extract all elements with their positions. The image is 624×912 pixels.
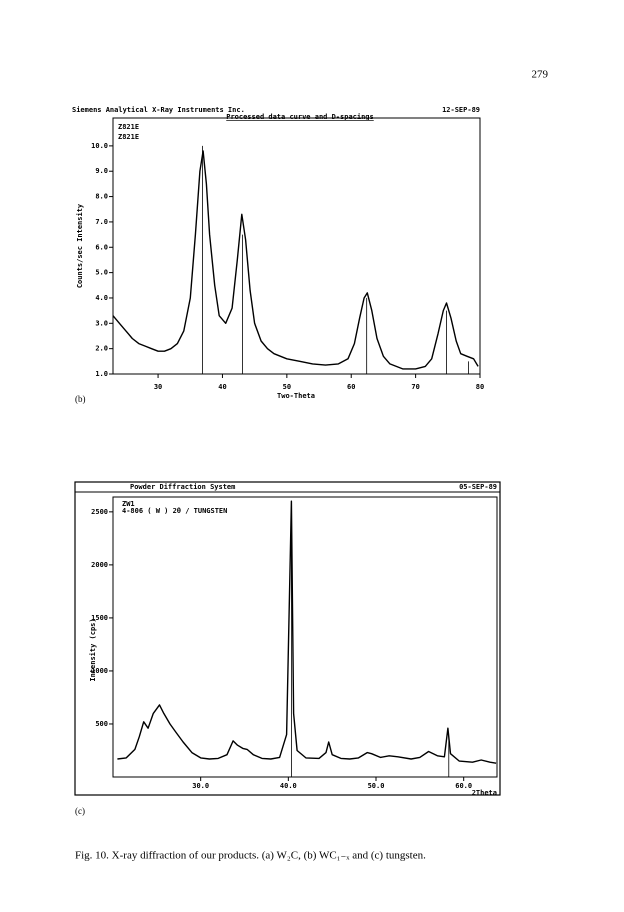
x-tick-label: 60 bbox=[347, 383, 355, 391]
x-tick-label: 40.0 bbox=[280, 782, 297, 790]
x-tick-label: 40 bbox=[218, 383, 226, 391]
legend-entry: Z821E bbox=[118, 123, 139, 131]
chart-date: 05-SEP-89 bbox=[459, 483, 497, 491]
legend-entry: Z821E bbox=[118, 133, 139, 141]
y-tick-label: 10.0 bbox=[91, 142, 108, 150]
data-curve bbox=[117, 500, 497, 764]
x-tick-label: 80 bbox=[476, 383, 484, 391]
chart-c-frame bbox=[74, 481, 501, 796]
x-tick-label: 50.0 bbox=[368, 782, 385, 790]
y-tick-label: 1500 bbox=[91, 614, 108, 622]
data-curve bbox=[112, 150, 479, 370]
chart-subtitle: Processed data curve and D-spacings bbox=[226, 113, 374, 121]
chart-date: 12-SEP-89 bbox=[442, 106, 480, 114]
y-tick-label: 4.0 bbox=[95, 294, 108, 302]
y-tick-label: 1000 bbox=[91, 667, 108, 675]
x-tick-label: 50 bbox=[283, 383, 291, 391]
x-tick-label: 60.0 bbox=[455, 782, 472, 790]
y-tick-label: 2000 bbox=[91, 561, 108, 569]
y-tick-label: 8.0 bbox=[95, 193, 108, 201]
x-axis-label: 2Theta bbox=[472, 789, 497, 797]
panel-label: (b) bbox=[75, 394, 86, 404]
y-tick-label: 7.0 bbox=[95, 218, 108, 226]
legend-entry: 4-806 ( W ) 2θ / TUNGSTEN bbox=[122, 507, 227, 515]
y-tick-label: 5.0 bbox=[95, 269, 108, 277]
x-axis-label: Two-Theta bbox=[277, 392, 315, 400]
x-tick-label: 30.0 bbox=[192, 782, 209, 790]
x-tick-label: 70 bbox=[411, 383, 419, 391]
legend-entry: ZW1 bbox=[122, 500, 135, 508]
y-tick-label: 6.0 bbox=[95, 243, 108, 251]
plot-frame bbox=[112, 496, 498, 778]
y-tick-label: 3.0 bbox=[95, 319, 108, 327]
y-tick-label: 1.0 bbox=[95, 370, 108, 378]
y-tick-label: 500 bbox=[95, 720, 108, 728]
chart-title: Siemens Analytical X-Ray Instruments Inc… bbox=[72, 106, 245, 114]
chart-title: Powder Diffraction System bbox=[130, 483, 235, 491]
y-tick-label: 9.0 bbox=[95, 167, 108, 175]
y-axis-label: Counts/sec Intensity bbox=[76, 203, 84, 288]
plot-frame bbox=[112, 117, 481, 375]
x-tick-label: 30 bbox=[154, 383, 162, 391]
y-tick-label: 2.0 bbox=[95, 345, 108, 353]
y-tick-label: 2500 bbox=[91, 508, 108, 516]
caption: Fig. 10. X-ray diffraction of our produc… bbox=[75, 850, 426, 862]
panel-label: (c) bbox=[75, 806, 85, 816]
y-axis-label: Intensity (cps) bbox=[89, 618, 97, 681]
page-number: 279 bbox=[532, 69, 549, 81]
